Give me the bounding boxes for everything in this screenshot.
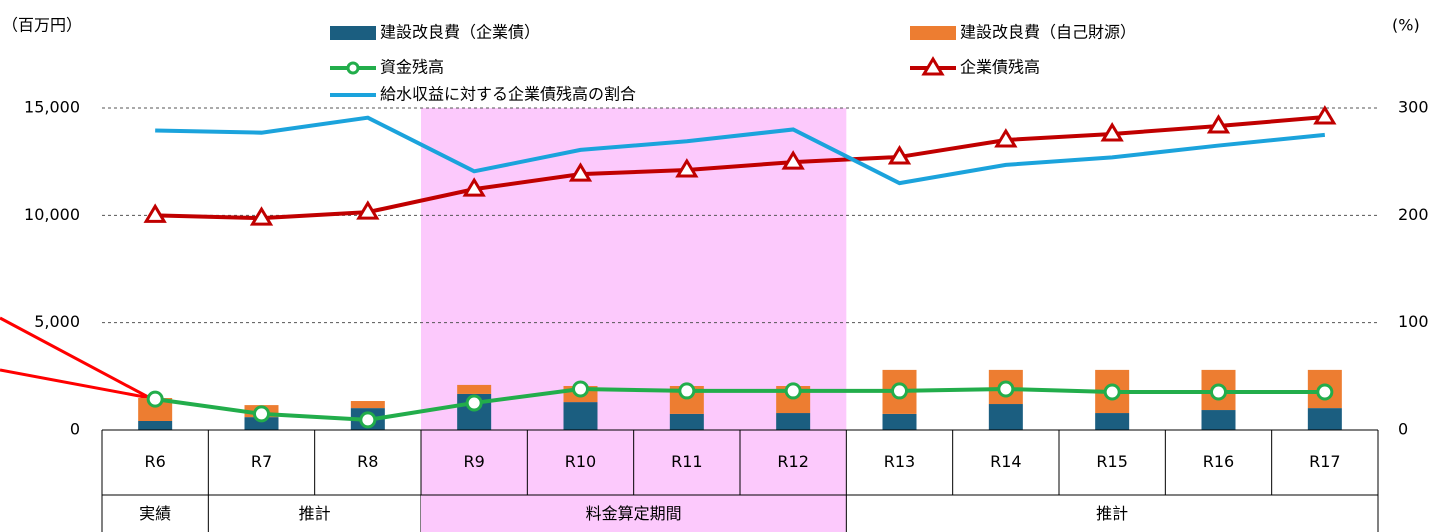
point bbox=[1313, 105, 1337, 125]
bar bbox=[776, 413, 811, 430]
point bbox=[997, 380, 1015, 398]
bar bbox=[1095, 413, 1130, 430]
point bbox=[675, 158, 699, 178]
period-label: 推計 bbox=[1096, 504, 1128, 523]
point bbox=[678, 382, 696, 400]
x-tick-label: R11 bbox=[671, 452, 702, 471]
annotation-line bbox=[0, 368, 151, 400]
point bbox=[1103, 383, 1121, 401]
annotation-line bbox=[0, 316, 151, 400]
point bbox=[781, 150, 805, 170]
line bbox=[154, 386, 1325, 422]
legend-swatch bbox=[910, 26, 956, 40]
y2-tick-label: 300 bbox=[1398, 98, 1429, 117]
period-label: 実績 bbox=[139, 504, 171, 523]
x-tick-label: R16 bbox=[1203, 452, 1234, 471]
point bbox=[994, 128, 1018, 148]
legend-label: 企業債残高 bbox=[960, 58, 1040, 77]
point bbox=[887, 145, 912, 165]
bar bbox=[1307, 408, 1342, 430]
y2-tick-label: 100 bbox=[1398, 312, 1429, 331]
bar bbox=[244, 417, 279, 430]
y-tick-label: 0 bbox=[70, 420, 80, 439]
legend-label: 建設改良費（企業債） bbox=[380, 23, 540, 42]
x-tick-label: R12 bbox=[777, 452, 808, 471]
point bbox=[572, 380, 589, 398]
x-tick-label: R7 bbox=[251, 452, 272, 471]
y-tick-label: 10,000 bbox=[24, 205, 80, 224]
point bbox=[253, 405, 270, 423]
x-tick-label: R15 bbox=[1096, 452, 1127, 471]
point bbox=[249, 206, 274, 226]
legend-label: 建設改良費（自己財源） bbox=[960, 23, 1136, 42]
bar bbox=[457, 384, 492, 394]
point bbox=[1316, 383, 1334, 401]
x-tick-label: R6 bbox=[145, 452, 166, 471]
bar bbox=[669, 413, 704, 430]
period-label: 推計 bbox=[299, 504, 331, 523]
point bbox=[1206, 114, 1231, 134]
bar bbox=[988, 404, 1023, 430]
point bbox=[359, 411, 377, 429]
point bbox=[462, 177, 486, 197]
y-tick-label: 5,000 bbox=[34, 312, 80, 331]
legend-marker bbox=[921, 56, 945, 76]
point bbox=[568, 162, 593, 182]
period-label: 料金算定期間 bbox=[586, 504, 682, 523]
x-tick-label: R17 bbox=[1309, 452, 1340, 471]
point bbox=[146, 390, 164, 408]
x-tick-label: R8 bbox=[357, 452, 378, 471]
point bbox=[1100, 122, 1124, 142]
x-tick-label: R9 bbox=[464, 452, 485, 471]
bar bbox=[882, 413, 917, 430]
y-tick-label: 15,000 bbox=[24, 98, 80, 117]
bar bbox=[138, 398, 173, 421]
legend-swatch bbox=[330, 26, 376, 40]
y2-tick-label: 0 bbox=[1398, 420, 1408, 439]
point bbox=[891, 382, 908, 400]
bar bbox=[563, 402, 598, 430]
point bbox=[1210, 383, 1227, 401]
legend-label: 給水収益に対する企業債残高の割合 bbox=[380, 85, 636, 104]
point bbox=[356, 200, 380, 220]
bar bbox=[350, 401, 385, 409]
y-axis-label: （百万円） bbox=[2, 16, 82, 35]
line bbox=[155, 115, 1326, 221]
legend-marker bbox=[346, 61, 360, 75]
y2-tick-label: 200 bbox=[1398, 205, 1429, 224]
bar bbox=[138, 420, 173, 430]
point bbox=[784, 382, 802, 400]
legend-label: 資金残高 bbox=[380, 58, 444, 77]
bar bbox=[1201, 410, 1236, 430]
x-tick-label: R13 bbox=[884, 452, 915, 471]
point bbox=[143, 203, 167, 223]
x-tick-label: R10 bbox=[565, 452, 596, 471]
y2-axis-label: (%) bbox=[1392, 16, 1420, 35]
x-tick-label: R14 bbox=[990, 452, 1021, 471]
point bbox=[465, 394, 483, 412]
line bbox=[155, 115, 1326, 186]
